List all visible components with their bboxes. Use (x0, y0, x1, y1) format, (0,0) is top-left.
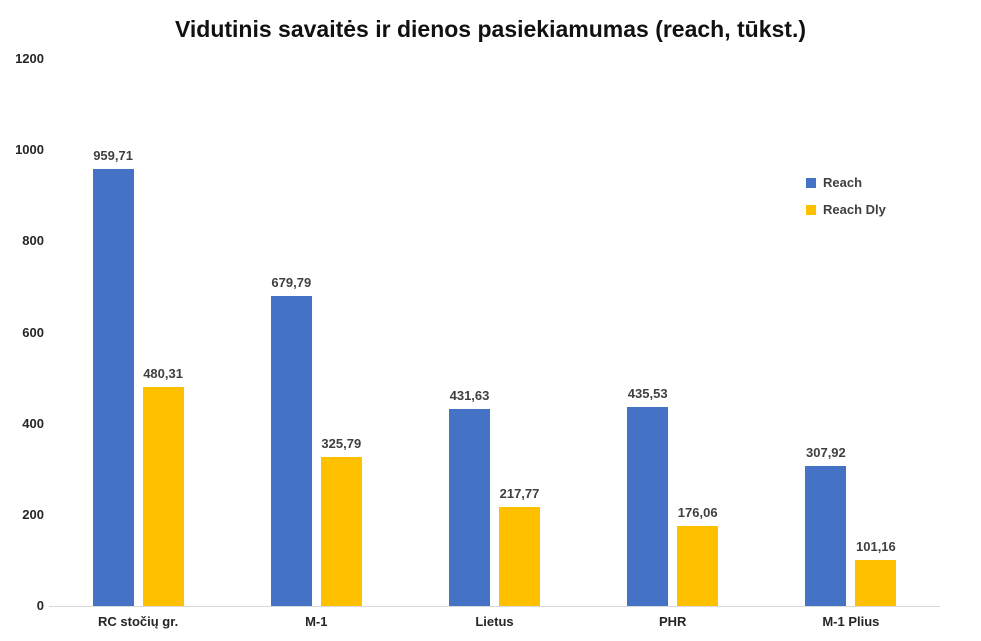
value-label-reach-rc-sto-i-gr: 959,71 (93, 147, 133, 163)
value-label-reach-dly-lietus: 217,77 (499, 485, 540, 501)
x-axis-line (49, 606, 940, 607)
y-tick-label: 1000 (15, 142, 44, 158)
legend-label-reach-dly: Reach Dly (823, 202, 886, 217)
x-category-label-lietus: Lietus (475, 614, 514, 629)
bar-reach-m-1 (270, 296, 312, 606)
x-category-label-phr: PHR (658, 614, 687, 629)
bar-reach-phr (627, 407, 669, 606)
value-label-reach-m-1: 679,79 (271, 275, 312, 291)
bar-reach-rc-sto-i-gr (92, 168, 134, 606)
legend-swatch-reach-icon (806, 178, 816, 188)
value-label-reach-lietus: 431,63 (449, 388, 490, 404)
x-category-label-rc-sto-i-gr: RC stočių gr. (98, 614, 179, 629)
value-label-reach-m-1-plius: 307,92 (806, 444, 846, 460)
y-tick-label: 200 (22, 506, 44, 522)
y-tick-label: 400 (22, 415, 44, 431)
y-tick-label: 600 (22, 324, 44, 340)
value-label-reach-dly-rc-sto-i-gr: 480,31 (143, 366, 183, 382)
bar-reach-m-1-plius (805, 465, 847, 606)
bar-reach-dly-m-1-plius (855, 559, 897, 606)
x-category-label-m-1: M-1 (305, 614, 328, 629)
y-tick-label: 0 (36, 598, 44, 613)
chart-title: Vidutinis savaitės ir dienos pasiekiamum… (174, 16, 807, 42)
value-label-reach-dly-m-1-plius: 101,16 (856, 538, 896, 554)
x-category-label-m-1-plius: M-1 Plius (822, 614, 880, 629)
bar-reach-dly-phr (677, 525, 719, 606)
bar-reach-dly-rc-sto-i-gr (142, 387, 184, 606)
bar-reach-dly-m-1 (320, 457, 362, 606)
legend-swatch-reach-dly-icon (806, 205, 816, 215)
bar-reach-dly-lietus (499, 506, 540, 606)
bar-reach-lietus (449, 409, 490, 606)
value-label-reach-dly-phr: 176,06 (677, 504, 718, 520)
value-label-reach-dly-m-1: 325,79 (321, 436, 362, 452)
legend-label-reach: Reach (823, 175, 863, 190)
value-label-reach-phr: 435,53 (627, 386, 668, 402)
y-tick-label: 800 (22, 233, 44, 249)
legend-item-reach: Reach (806, 176, 886, 190)
legend-item-reach-dly: Reach Dly (806, 203, 886, 217)
y-tick-label: 1200 (15, 51, 44, 66)
legend: Reach Reach Dly (806, 176, 886, 217)
